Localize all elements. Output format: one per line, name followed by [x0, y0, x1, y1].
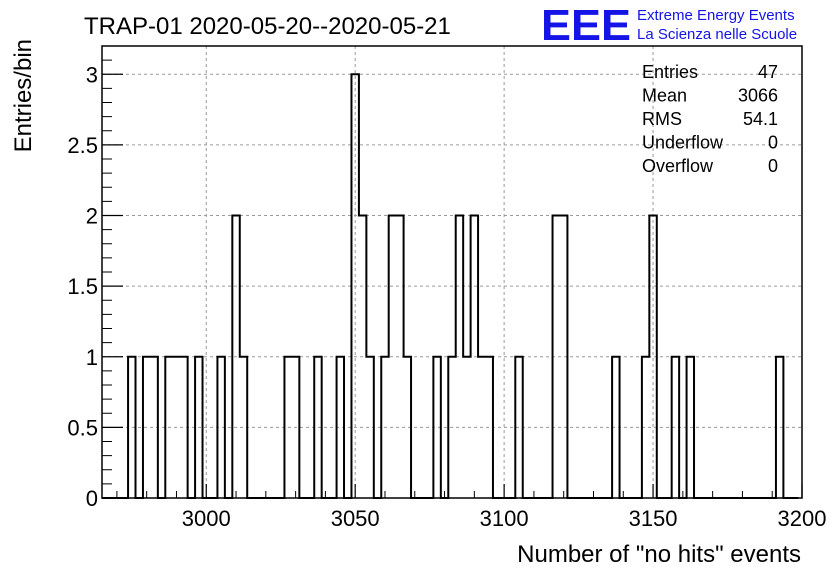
stats-value: 47 — [758, 62, 778, 82]
x-tick-labels: 3000 3050 3100 3150 3200 — [182, 506, 827, 531]
x-tick-label: 3200 — [778, 506, 827, 531]
y-tick-label: 1.5 — [67, 274, 98, 299]
stats-value: 0 — [768, 156, 778, 176]
y-tick-label: 3 — [86, 62, 98, 87]
y-tick-label: 0.5 — [67, 415, 98, 440]
eee-logo-line2: La Scienza nelle Scuole — [637, 26, 797, 43]
x-tick-label: 3050 — [331, 506, 380, 531]
axis-ticks — [102, 59, 803, 499]
stats-label: Entries — [642, 62, 698, 82]
stats-value: 0 — [768, 133, 778, 153]
x-tick-label: 3100 — [480, 506, 529, 531]
plot-frame — [101, 45, 803, 499]
x-axis-label: Number of "no hits" events — [517, 541, 801, 568]
stats-box: Entries 47 Mean 3066 RMS 54.1 Underflow 0 Overfl… — [642, 62, 778, 176]
x-tick-label: 3150 — [629, 506, 678, 531]
stats-label: RMS — [642, 109, 682, 129]
y-tick-label: 2 — [86, 204, 98, 229]
stats-value: 54.1 — [743, 109, 778, 129]
y-tick-label: 1 — [86, 345, 98, 370]
y-axis-label: Entries/bin — [10, 39, 37, 152]
y-tick-labels: 0 0.5 1 1.5 2 2.5 3 — [67, 62, 98, 511]
chart-title: TRAP-01 2020-05-20--2020-05-21 — [84, 13, 451, 40]
stats-label: Mean — [642, 86, 687, 106]
stats-value: 3066 — [738, 86, 778, 106]
grid-lines — [102, 46, 802, 498]
y-tick-label: 0 — [86, 486, 98, 511]
eee-logo-line1: Extreme Energy Events — [637, 7, 795, 24]
stats-label: Overflow — [642, 156, 714, 176]
stats-label: Underflow — [642, 133, 724, 153]
eee-logo: EEE Extreme Energy Events La Scienza nel… — [541, 1, 797, 50]
y-tick-label: 2.5 — [67, 133, 98, 158]
eee-logo-mark: EEE — [541, 1, 631, 50]
x-tick-label: 3000 — [182, 506, 231, 531]
